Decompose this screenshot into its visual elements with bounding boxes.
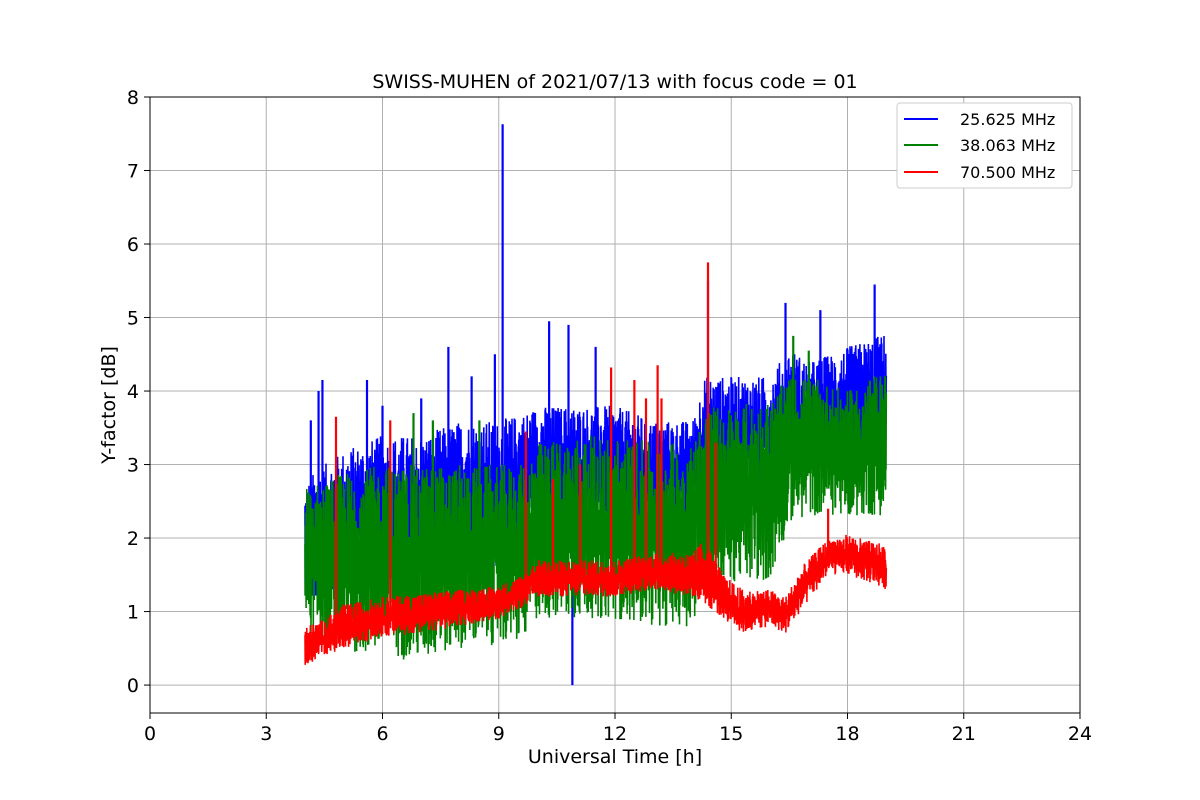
series-70500-mhz xyxy=(304,262,888,665)
x-tick-label: 3 xyxy=(260,723,272,745)
series-layer xyxy=(304,124,888,686)
y-tick-label: 7 xyxy=(127,161,139,183)
y-tick-label: 4 xyxy=(127,381,139,403)
y-tick-label: 3 xyxy=(127,455,139,477)
y-tick-label: 5 xyxy=(127,308,139,330)
x-tick-label: 21 xyxy=(952,723,976,745)
y-tick-label: 0 xyxy=(127,675,139,697)
legend: 25.625 MHz 38.063 MHz 70.500 MHz xyxy=(896,102,1073,189)
x-tick-label: 15 xyxy=(719,723,743,745)
legend-box xyxy=(896,102,1073,189)
series-38063-mhz xyxy=(304,335,888,660)
y-axis-label: Y-factor [dB] xyxy=(98,346,120,465)
legend-entry-38063: 38.063 MHz xyxy=(960,136,1055,155)
legend-entry-25625: 25.625 MHz xyxy=(960,110,1055,129)
x-tick-label: 12 xyxy=(603,723,627,745)
y-tick-label: 8 xyxy=(127,87,139,109)
y-tick-label: 2 xyxy=(127,528,139,550)
y-tick-label: 1 xyxy=(127,602,139,624)
series-38063-mhz-trace xyxy=(304,375,888,660)
x-tick-label: 18 xyxy=(835,723,859,745)
x-tick-label: 24 xyxy=(1068,723,1092,745)
x-tick-label: 6 xyxy=(376,723,388,745)
legend-entry-70500: 70.500 MHz xyxy=(960,163,1055,182)
chart-title: SWISS-MUHEN of 2021/07/13 with focus cod… xyxy=(372,71,857,93)
x-axis-label: Universal Time [h] xyxy=(528,746,702,768)
x-tick-label: 9 xyxy=(493,723,505,745)
x-tick-label: 0 xyxy=(144,723,156,745)
series-70500-mhz-trace xyxy=(304,534,888,665)
y-tick-label: 6 xyxy=(127,234,139,256)
